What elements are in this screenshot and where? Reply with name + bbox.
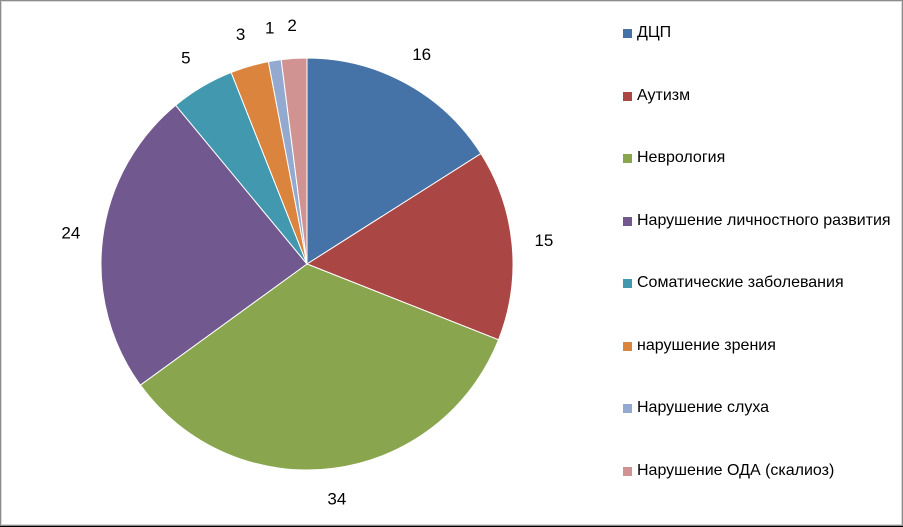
pie-slice-нарушение-личностного-развития [100, 104, 308, 386]
pie-slice-дцп [306, 57, 482, 265]
data-label-нарушение-ода-скалиоз: 2 [287, 16, 296, 35]
legend-swatch [623, 279, 632, 288]
legend-label: Аутизм [637, 86, 691, 104]
legend-swatch [623, 29, 632, 38]
data-label-нарушение-слуха: 1 [265, 18, 274, 37]
data-label-дцп: 16 [412, 45, 431, 64]
legend-swatch [623, 216, 632, 226]
pie-slice-аутизм [305, 152, 514, 341]
legend-item-нарушение-слуха: Нарушение слуха [623, 398, 892, 418]
legend-label: ДЦП [637, 24, 672, 41]
legend-item-неврология: Неврология [623, 148, 892, 168]
data-label-неврология: 34 [327, 490, 346, 509]
legend-item-аутизм: Аутизм [623, 86, 892, 106]
pie-slice-неврология [139, 263, 500, 471]
legend-swatch [623, 466, 632, 476]
legend-item-нарушение-личностного-развития: Нарушение личностного развития [623, 211, 892, 231]
legend-swatch [623, 404, 632, 413]
legend-swatch [623, 154, 632, 163]
legend-label: Неврология [637, 149, 726, 166]
legend-swatch [623, 341, 632, 351]
legend-label: Нарушение ОДА (скалиоз) [637, 461, 835, 479]
data-label-соматические-заболевания: 5 [181, 49, 190, 68]
legend-swatch [623, 91, 632, 101]
data-label-аутизм: 15 [534, 231, 553, 250]
legend-label: Соматические заболевания [637, 274, 844, 291]
pie-slice-нарушение-ода-скалиоз [280, 57, 308, 265]
legend-item-дцп: ДЦП [623, 23, 892, 43]
data-label-нарушение-личностного-развития: 24 [61, 224, 80, 243]
legend-item-нарушение-ода-скалиоз: Нарушение ОДА (скалиоз) [623, 461, 892, 481]
legend: ДЦП Аутизм Неврология Нарушение личностного… [623, 1, 893, 527]
data-label-нарушение-зрения: 3 [236, 25, 245, 44]
legend-label: нарушение зрения [637, 336, 776, 354]
legend-label: Нарушение слуха [637, 399, 770, 416]
legend-label: Нарушение личностного развития [637, 211, 891, 229]
legend-item-соматические-заболевания: Соматические заболевания [623, 273, 892, 293]
legend-item-нарушение-зрения: нарушение зрения [623, 336, 892, 356]
